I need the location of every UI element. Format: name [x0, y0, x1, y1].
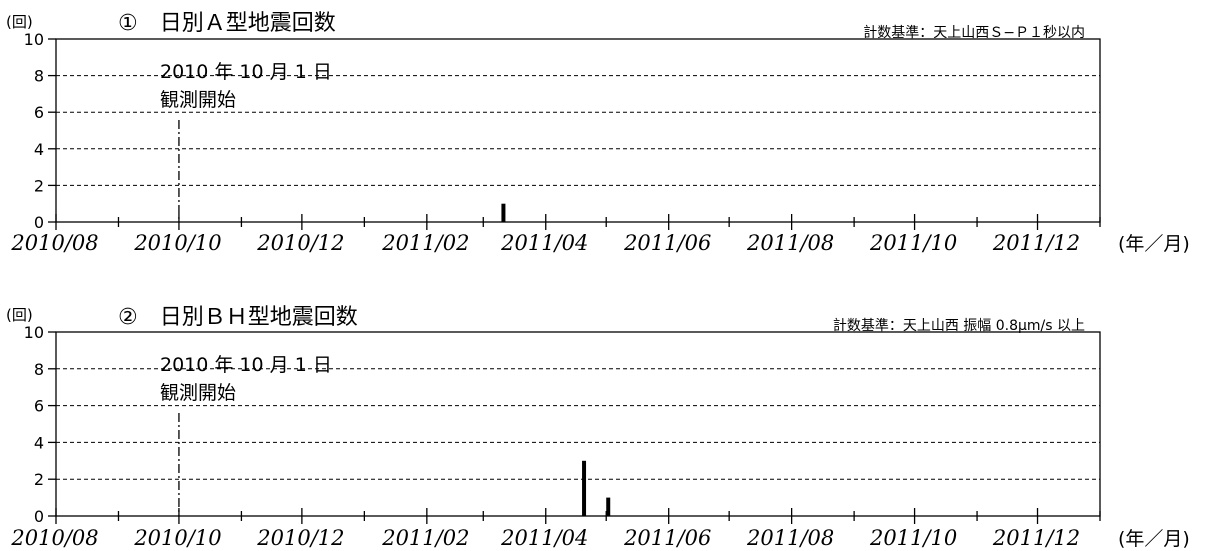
- x-tick-label: 2011/06: [623, 526, 711, 550]
- x-tick-label: 2011/08: [746, 526, 834, 550]
- y-tick-label: 8: [34, 360, 44, 379]
- x-tick-label: 2010/10: [133, 231, 221, 255]
- y-tick-label: 10: [24, 30, 44, 49]
- x-tick-label: 2011/12: [992, 526, 1080, 550]
- count-criterion: 計数基準：天上山西 振幅 0.8μm/s 以上: [833, 317, 1085, 334]
- annotation-date: 2010 年 10 月 1 日: [160, 354, 332, 376]
- chart-title: ① 日別Ａ型地震回数: [118, 11, 336, 36]
- x-tick-label: 2010/10: [133, 526, 221, 550]
- y-tick-label: 0: [34, 213, 44, 232]
- plot-frame: [55, 38, 1101, 223]
- x-tick-label: 2011/04: [500, 231, 588, 255]
- x-tick-label: 2010/08: [10, 231, 98, 255]
- y-tick-label: 4: [34, 140, 44, 159]
- bar: [606, 497, 611, 516]
- y-unit-label: (回): [6, 306, 33, 324]
- x-tick-label: 2010/08: [10, 526, 98, 550]
- x-tick-label: 2011/12: [992, 231, 1080, 255]
- annotation-label: 観測開始: [160, 382, 236, 404]
- x-tick-label: 2011/08: [746, 231, 834, 255]
- x-tick-label: 2011/06: [623, 231, 711, 255]
- y-tick-label: 6: [34, 103, 44, 122]
- x-tick-label: 2010/12: [256, 231, 344, 255]
- y-tick-label: 8: [34, 67, 44, 86]
- x-tick-label: 2011/02: [381, 231, 469, 255]
- y-unit-label: (回): [6, 13, 33, 31]
- plot-frame: [55, 331, 1101, 517]
- count-criterion: 計数基準：天上山西Ｓ−Ｐ１秒以内: [863, 24, 1085, 41]
- x-tick-label: 2011/10: [869, 526, 957, 550]
- y-tick-label: 6: [34, 397, 44, 416]
- y-tick-label: 10: [24, 323, 44, 342]
- y-tick-label: 0: [34, 507, 44, 526]
- chart-title: ② 日別ＢＨ型地震回数: [118, 305, 358, 330]
- chart-panel-2: [48, 331, 1101, 524]
- annotation-date: 2010 年 10 月 1 日: [160, 61, 332, 83]
- chart-panel-1: [48, 38, 1101, 230]
- x-unit-label: (年／月): [1118, 528, 1190, 550]
- bar: [582, 460, 587, 516]
- annotation-label: 観測開始: [160, 89, 236, 111]
- y-tick-label: 4: [34, 433, 44, 452]
- y-tick-label: 2: [34, 176, 44, 195]
- x-tick-label: 2010/12: [256, 526, 344, 550]
- x-tick-label: 2011/04: [500, 526, 588, 550]
- y-tick-label: 2: [34, 470, 44, 489]
- x-tick-label: 2011/10: [869, 231, 957, 255]
- x-unit-label: (年／月): [1118, 233, 1190, 255]
- x-tick-label: 2011/02: [381, 526, 469, 550]
- bar: [501, 203, 506, 222]
